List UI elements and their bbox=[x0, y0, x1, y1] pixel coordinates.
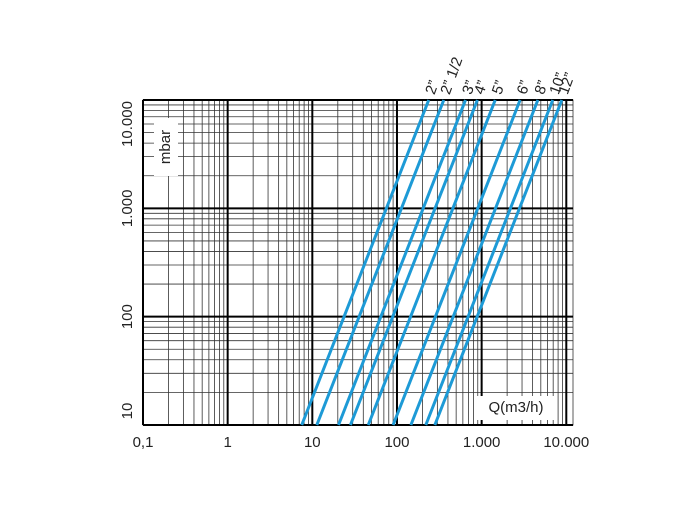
series-line bbox=[391, 99, 522, 426]
x-tick-label: 10.000 bbox=[543, 434, 589, 451]
series-label: 6” bbox=[514, 78, 535, 96]
series-label: 12” bbox=[555, 71, 578, 97]
x-tick-label: 0,1 bbox=[133, 434, 154, 451]
y-tick-label: 10 bbox=[119, 403, 136, 420]
series-label: 8” bbox=[531, 78, 552, 96]
x-tick-label: 1 bbox=[223, 434, 231, 451]
series-label: 10” bbox=[546, 71, 569, 97]
x-axis-label: Q(m3/h) bbox=[488, 399, 543, 416]
series-line bbox=[424, 99, 555, 426]
series-label: 3” bbox=[459, 78, 480, 96]
series-label: 5” bbox=[489, 78, 510, 96]
series-line bbox=[300, 99, 431, 426]
x-tick-label: 10 bbox=[304, 434, 321, 451]
series-line bbox=[315, 99, 446, 426]
y-tick-label: 1.000 bbox=[119, 190, 136, 228]
series-label: 4” bbox=[471, 78, 492, 96]
series-line bbox=[409, 99, 540, 426]
series-line bbox=[337, 99, 467, 426]
y-axis-label: mbar bbox=[157, 130, 174, 164]
y-label-box bbox=[154, 118, 178, 176]
series-line bbox=[366, 99, 497, 426]
y-tick-label: 100 bbox=[119, 304, 136, 329]
y-tick-label: 10.000 bbox=[119, 101, 136, 147]
x-tick-label: 1.000 bbox=[463, 434, 501, 451]
series-line bbox=[349, 99, 479, 426]
series-label: 2” bbox=[422, 78, 443, 96]
x-label-box bbox=[476, 396, 556, 420]
series-line bbox=[433, 99, 564, 426]
x-tick-label: 100 bbox=[384, 434, 409, 451]
